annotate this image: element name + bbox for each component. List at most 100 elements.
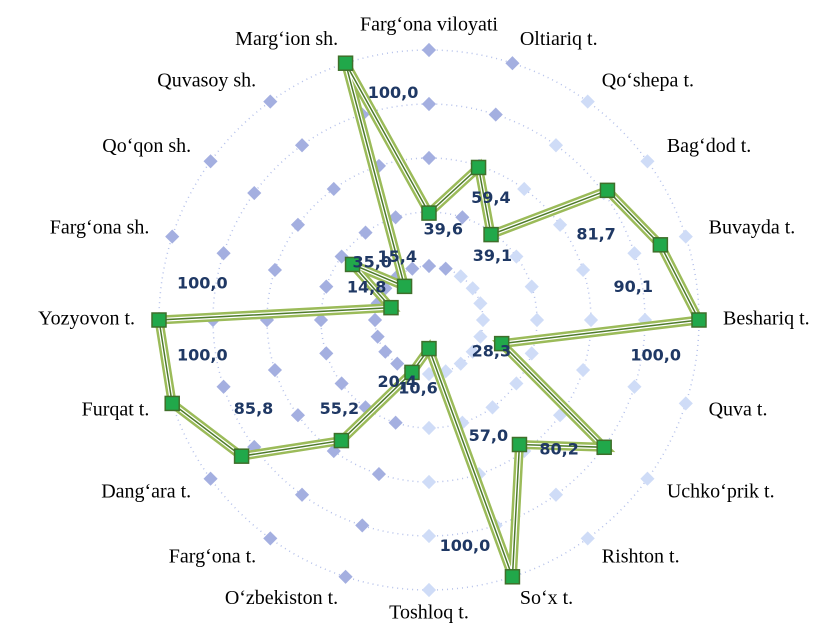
grid-marker <box>475 312 491 328</box>
grid-marker <box>203 154 218 169</box>
point <box>404 364 420 381</box>
grid-marker <box>371 467 387 482</box>
category-label: Beshariq t. <box>723 308 810 330</box>
grid-marker <box>319 279 334 294</box>
grid-marker <box>216 246 231 261</box>
category-label: Buvayda t. <box>709 217 796 239</box>
value-label: 100,0 <box>177 274 228 293</box>
point <box>691 312 707 328</box>
grid-marker <box>627 246 642 261</box>
grid-marker <box>247 185 262 201</box>
grid-marker <box>627 379 642 394</box>
grid-marker <box>294 487 310 502</box>
value-label: 90,1 <box>613 277 652 296</box>
point <box>151 312 167 328</box>
grid-marker <box>263 531 278 546</box>
grid-marker <box>517 181 532 197</box>
point <box>396 278 413 295</box>
value-label: 55,2 <box>320 399 359 418</box>
grid-marker <box>388 415 403 430</box>
point <box>511 436 528 453</box>
point <box>383 299 399 316</box>
point <box>483 226 499 243</box>
grid-marker <box>421 42 437 58</box>
category-label: Toshloq t. <box>389 602 469 624</box>
grid-marker <box>524 346 539 361</box>
grid-marker <box>548 487 564 502</box>
grid-marker <box>334 376 349 391</box>
value-label: 14,8 <box>347 278 386 297</box>
category-label: Dang‘ara t. <box>101 480 191 502</box>
value-label: 59,4 <box>471 188 510 207</box>
grid-marker <box>488 107 503 122</box>
grid-marker <box>390 356 405 371</box>
grid-marker <box>473 329 488 344</box>
category-label: Furqat t. <box>82 398 150 420</box>
grid-marker <box>367 312 383 328</box>
point <box>470 159 487 176</box>
grid-marker <box>580 94 595 109</box>
category-label: Farg‘ona t. <box>169 545 256 567</box>
category-label: Marg‘ion sh. <box>235 28 338 50</box>
value-label: 81,7 <box>576 224 615 243</box>
point <box>333 432 350 449</box>
point <box>599 182 616 199</box>
value-label: 100,0 <box>368 83 419 102</box>
grid-marker <box>576 362 591 378</box>
grid-marker <box>378 344 393 359</box>
value-label: 85,8 <box>234 399 273 418</box>
value-label: 39,1 <box>473 246 512 265</box>
category-label: Oltiariq t. <box>520 28 598 50</box>
grid-marker <box>203 471 218 486</box>
point <box>344 256 361 273</box>
category-label: Uchko‘prik t. <box>667 480 775 502</box>
grid-marker <box>438 261 453 276</box>
point <box>337 55 354 71</box>
grid-marker <box>580 531 595 546</box>
category-label: O‘zbekiston t. <box>225 587 338 609</box>
grid-marker <box>509 249 524 264</box>
point <box>493 335 510 352</box>
category-label: Qo‘shepa t. <box>602 70 694 92</box>
category-label: Qo‘qon sh. <box>102 135 191 157</box>
grid-marker <box>583 312 599 328</box>
grid-marker <box>165 229 180 244</box>
grid-marker <box>290 408 306 423</box>
point <box>421 205 437 221</box>
category-label: Yozyovon t. <box>38 308 135 330</box>
value-label: 39,6 <box>423 220 462 239</box>
category-label: Bag‘dod t. <box>667 135 751 157</box>
grid-marker <box>216 379 231 394</box>
grid-marker <box>267 262 282 278</box>
point <box>233 448 250 464</box>
category-label: Quva t. <box>709 398 768 420</box>
category-label: Rishton t. <box>602 545 680 567</box>
value-label: 10,6 <box>398 379 437 398</box>
grid-marker <box>319 346 334 361</box>
value-label: 35,0 <box>352 253 391 272</box>
grid-marker <box>678 396 693 411</box>
grid-marker <box>465 344 480 359</box>
grid-marker <box>509 376 524 391</box>
value-label: 57,0 <box>469 426 508 445</box>
grid-marker <box>267 362 282 378</box>
value-label: 100,0 <box>440 536 491 555</box>
grid-marker <box>453 356 468 371</box>
grid-marker <box>465 281 480 296</box>
series-outline <box>153 61 706 579</box>
grid-marker <box>473 296 488 311</box>
grid-marker <box>263 94 278 109</box>
grid-marker <box>355 518 370 533</box>
grid-marker <box>370 329 385 344</box>
value-label: 100,0 <box>177 345 228 364</box>
grid-marker <box>358 225 373 240</box>
value-label: 80,2 <box>539 440 578 459</box>
grid-marker <box>290 217 306 232</box>
point <box>596 439 612 456</box>
category-label: Quvasoy sh. <box>157 70 256 92</box>
grid-marker <box>421 474 437 490</box>
grid-marker <box>455 210 470 225</box>
grid-marker <box>326 181 341 197</box>
grid-marker <box>548 138 564 153</box>
